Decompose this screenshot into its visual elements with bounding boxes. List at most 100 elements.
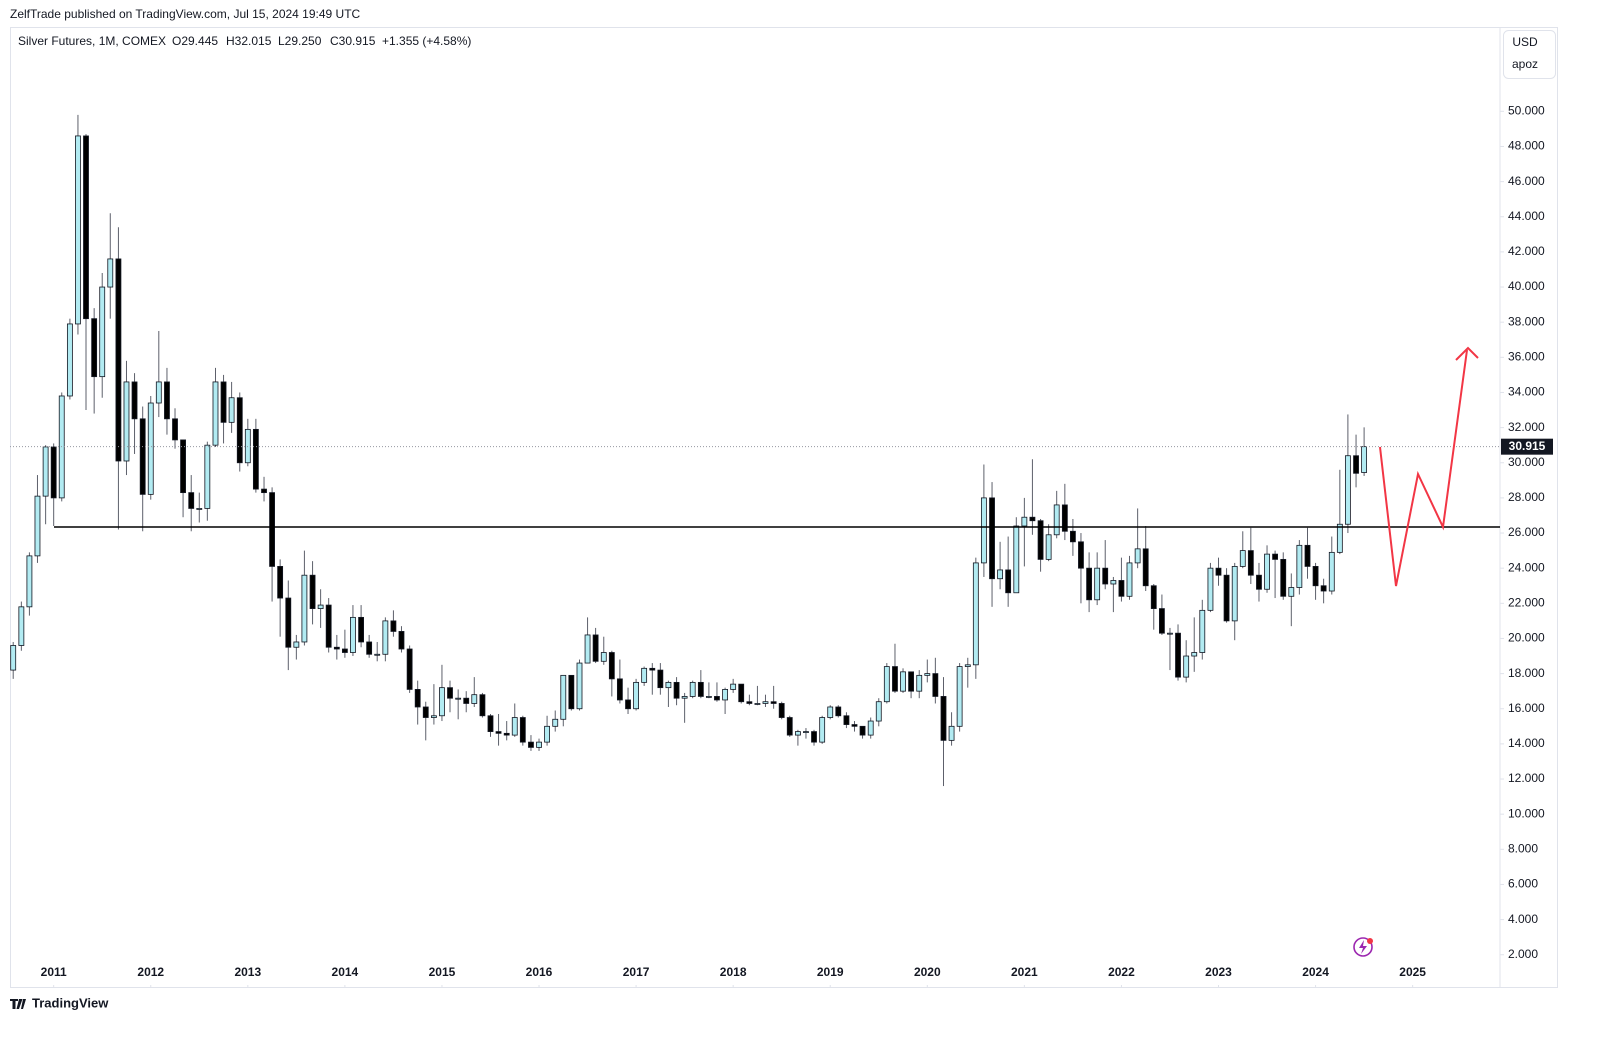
candle-body: [91, 318, 98, 378]
candle-body: [212, 381, 219, 446]
candle-body: [1134, 548, 1141, 564]
candle-body: [1312, 566, 1319, 587]
candle-body: [1142, 548, 1149, 587]
candle-body: [811, 731, 817, 743]
currency-box[interactable]: [1503, 30, 1556, 79]
y-tick-label: 46.000: [1508, 174, 1545, 188]
candle-body: [374, 653, 381, 656]
candle-body: [487, 715, 494, 732]
candle-body: [689, 681, 696, 697]
candle-body: [576, 662, 583, 710]
candle-body: [147, 402, 154, 495]
candle-body: [972, 562, 979, 666]
candle-body: [1239, 550, 1246, 567]
x-tick-label: 2014: [332, 965, 359, 979]
candle-body: [406, 648, 413, 690]
candle-body: [398, 631, 405, 650]
candle-body: [859, 725, 866, 736]
candle-body: [673, 681, 680, 699]
candle-body: [293, 641, 300, 648]
candle-body: [940, 696, 947, 741]
candle-body: [1183, 655, 1190, 678]
candle-body: [34, 495, 41, 557]
candle-body: [1272, 553, 1278, 560]
ohlc-low: L29.250: [278, 34, 322, 48]
x-tick-label: 2024: [1302, 965, 1329, 979]
x-tick-label: 2018: [720, 965, 747, 979]
candle-body: [277, 566, 284, 599]
footer-brand: TradingView: [32, 995, 109, 1010]
candle-body: [236, 397, 243, 464]
candle-body: [301, 574, 308, 643]
candle-body: [681, 696, 688, 699]
candle-body: [851, 724, 858, 727]
candle-body: [616, 678, 623, 701]
candle-body: [803, 731, 809, 733]
candle-body: [1223, 574, 1230, 622]
candle-body: [1045, 534, 1052, 560]
candle-body: [228, 397, 235, 423]
candle-body: [107, 258, 114, 288]
x-tick-label: 2013: [234, 965, 261, 979]
y-tick-label: 36.000: [1508, 349, 1545, 363]
candle-body: [1328, 551, 1335, 592]
candle-body: [366, 641, 373, 655]
candle-body: [1053, 504, 1060, 536]
candle-body: [220, 381, 227, 423]
candle-body: [1078, 541, 1084, 569]
candle-body: [964, 664, 971, 667]
candle-body: [390, 620, 397, 632]
candle-body: [261, 488, 267, 494]
candle-body: [511, 717, 518, 736]
candle-body: [1256, 574, 1262, 590]
candle-body: [350, 616, 356, 653]
footer-logo: TradingView: [10, 995, 109, 1010]
y-tick-label: 18.000: [1508, 666, 1545, 680]
candle-body: [66, 323, 73, 397]
candle-body: [722, 689, 729, 701]
candle-body: [738, 683, 745, 703]
candle-body: [1191, 652, 1198, 657]
candle-body: [916, 674, 923, 692]
candle-body: [1296, 544, 1303, 588]
candle-body: [439, 687, 445, 717]
chart-frame: [10, 27, 1558, 988]
y-tick-label: 26.000: [1508, 525, 1545, 539]
candle-body: [795, 731, 801, 736]
candle-body: [26, 555, 33, 608]
candle-body: [325, 604, 332, 648]
candle-body: [1199, 609, 1206, 653]
candle-body: [75, 135, 81, 325]
ohlc-change: +1.355 (+4.58%): [382, 34, 471, 48]
y-tick-label: 2.000: [1508, 947, 1538, 961]
candle-body: [244, 428, 251, 464]
y-tick-label: 44.000: [1508, 209, 1545, 223]
candle-body: [341, 648, 348, 653]
candle-body: [1037, 520, 1044, 560]
candle-body: [843, 715, 850, 725]
candle-body: [358, 616, 364, 643]
candle-body: [42, 446, 49, 497]
candle-body: [989, 497, 995, 580]
publisher: ZelfTrade published on TradingView.com, …: [10, 7, 361, 21]
candle-body: [544, 725, 550, 743]
y-tick-label: 16.000: [1508, 701, 1545, 715]
candle-body: [786, 717, 793, 736]
candle-body: [900, 671, 906, 692]
candle-body: [99, 286, 106, 378]
ohlc-open: O29.445: [172, 34, 218, 48]
candle-body: [705, 696, 712, 698]
candle-body: [1069, 530, 1076, 543]
candle-body: [123, 381, 130, 462]
candle-body: [139, 418, 146, 495]
candle-body: [649, 667, 656, 671]
candle-body: [382, 620, 389, 655]
candle-body: [1005, 569, 1012, 594]
x-tick-label: 2021: [1011, 965, 1038, 979]
candle-body: [309, 574, 316, 609]
candle-body: [754, 703, 761, 705]
candle-body: [1247, 550, 1254, 576]
legend-line: Silver Futures, 1M, COMEX O29.445 H32.01…: [18, 34, 471, 48]
candle-body: [600, 652, 607, 662]
candle-body: [641, 667, 648, 683]
